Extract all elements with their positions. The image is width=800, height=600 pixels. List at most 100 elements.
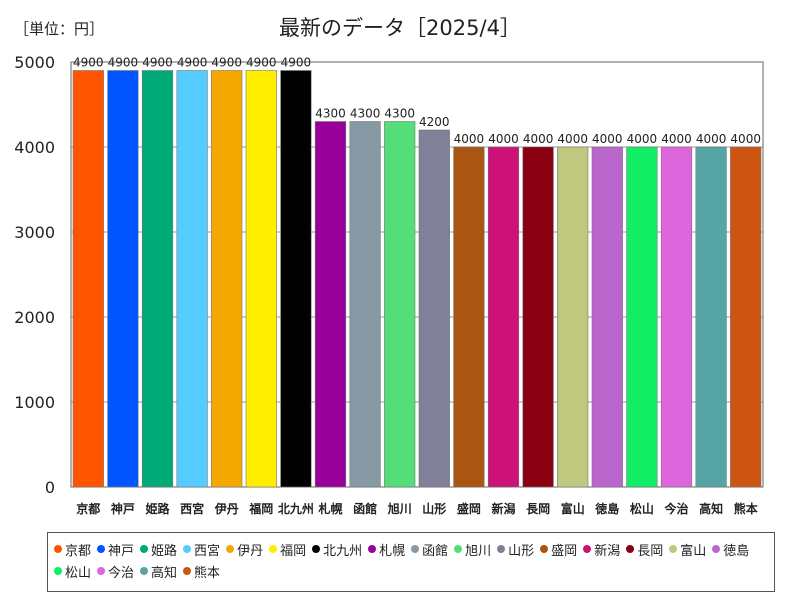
legend-label: 徳島 — [723, 543, 750, 559]
legend-label: 北九州 — [323, 543, 363, 559]
bar — [522, 146, 554, 488]
legend-label: 福岡 — [280, 543, 307, 559]
legend-label: 西宮 — [194, 543, 221, 559]
x-tick-label: 富山 — [561, 501, 585, 516]
data-label: 4900 — [73, 56, 104, 70]
legend-label: 高知 — [151, 565, 178, 581]
x-tick-label: 福岡 — [248, 501, 273, 516]
bar — [626, 146, 658, 488]
bar — [349, 121, 381, 488]
bar — [591, 146, 623, 488]
bar — [660, 146, 693, 488]
legend-marker-icon — [97, 545, 106, 553]
data-label: 4000 — [661, 132, 692, 146]
legend-item: 西宮 — [183, 538, 220, 560]
legend-marker-icon — [140, 545, 149, 553]
bar — [211, 70, 243, 488]
data-label: 4900 — [211, 56, 242, 70]
data-label: 4300 — [350, 107, 381, 121]
bar — [245, 70, 277, 488]
x-tick-label: 徳島 — [594, 501, 619, 516]
legend-item: 富山 — [669, 538, 706, 560]
legend-marker-icon — [183, 545, 192, 553]
x-tick-label: 松山 — [630, 501, 654, 516]
legend-label: 函館 — [422, 543, 449, 559]
legend-label: 熊本 — [194, 565, 221, 581]
legend-marker-icon — [140, 567, 149, 575]
x-tick-label: 北九州 — [278, 501, 314, 516]
y-tick-label: 3000 — [14, 223, 55, 242]
bar — [141, 70, 174, 488]
bar — [384, 121, 416, 488]
legend-marker-icon — [54, 545, 62, 553]
x-tick-label: 高知 — [699, 501, 723, 516]
legend-label: 富山 — [680, 543, 707, 559]
legend-label: 京都 — [65, 543, 92, 559]
legend-label: 札幌 — [379, 543, 406, 559]
legend-item: 神戸 — [97, 538, 134, 560]
legend-item: 熊本 — [183, 560, 220, 582]
data-label: 4000 — [557, 132, 588, 146]
y-tick-label: 2000 — [14, 308, 55, 327]
data-label: 4000 — [696, 132, 727, 146]
y-tick-label: 4000 — [14, 138, 55, 157]
data-label: 4300 — [315, 107, 346, 121]
y-tick-label: 1000 — [14, 393, 55, 412]
bar — [280, 70, 312, 488]
legend-item: 函館 — [411, 538, 448, 560]
legend-marker-icon — [454, 545, 463, 553]
bar — [418, 129, 450, 488]
legend-marker-icon — [269, 545, 278, 553]
chart-title: 最新のデータ［2025/4］ — [279, 16, 521, 40]
x-tick-label: 伊丹 — [214, 501, 239, 516]
legend-item: 山形 — [497, 538, 534, 560]
x-tick-label: 新潟 — [491, 501, 515, 516]
legend-label: 松山 — [65, 565, 92, 581]
bar — [730, 146, 762, 488]
legend-item: 旭川 — [454, 538, 491, 560]
legend-label: 山形 — [508, 543, 535, 559]
legend-marker-icon — [54, 567, 62, 575]
legend-item: 盛岡 — [540, 538, 577, 560]
legend-marker-icon — [712, 545, 721, 553]
bar — [107, 70, 139, 488]
legend-marker-icon — [540, 545, 549, 553]
y-tick-label: 5000 — [14, 53, 55, 72]
data-label: 4000 — [523, 132, 554, 146]
legend-item: 札幌 — [368, 538, 405, 560]
data-label: 4200 — [419, 115, 450, 129]
legend-label: 新潟 — [594, 543, 621, 559]
x-tick-label: 長岡 — [526, 501, 550, 516]
legend-label: 長岡 — [637, 543, 664, 559]
legend-marker-icon — [411, 545, 420, 553]
legend-marker-icon — [226, 545, 235, 553]
x-tick-label: 函館 — [353, 501, 377, 516]
legend-item: 新潟 — [583, 538, 620, 560]
legend-label: 旭川 — [465, 543, 492, 559]
legend-marker-icon — [97, 567, 106, 575]
bar — [314, 121, 347, 488]
x-tick-label: 西宮 — [180, 501, 204, 516]
data-label: 4000 — [488, 132, 519, 146]
legend-item: 京都 — [54, 538, 91, 560]
legend-marker-icon — [183, 567, 192, 575]
x-tick-label: 姫路 — [145, 501, 170, 516]
legend-marker-icon — [669, 545, 678, 553]
legend-label: 姫路 — [151, 543, 178, 559]
legend-label: 盛岡 — [551, 543, 578, 559]
x-tick-label: 旭川 — [387, 501, 412, 516]
x-tick-label: 京都 — [76, 501, 100, 516]
data-label: 4000 — [454, 132, 485, 146]
bar — [72, 70, 104, 488]
legend-marker-icon — [583, 545, 592, 553]
unit-label: ［単位：円］ — [14, 20, 105, 38]
bar — [453, 146, 485, 488]
x-tick-label: 盛岡 — [457, 501, 481, 516]
data-label: 4900 — [246, 56, 277, 70]
legend-item: 松山 — [54, 560, 91, 582]
data-label: 4000 — [627, 132, 658, 146]
data-label: 4300 — [384, 107, 415, 121]
legend-item: 姫路 — [140, 538, 177, 560]
data-label: 4900 — [177, 56, 208, 70]
x-tick-label: 札幌 — [317, 501, 342, 516]
